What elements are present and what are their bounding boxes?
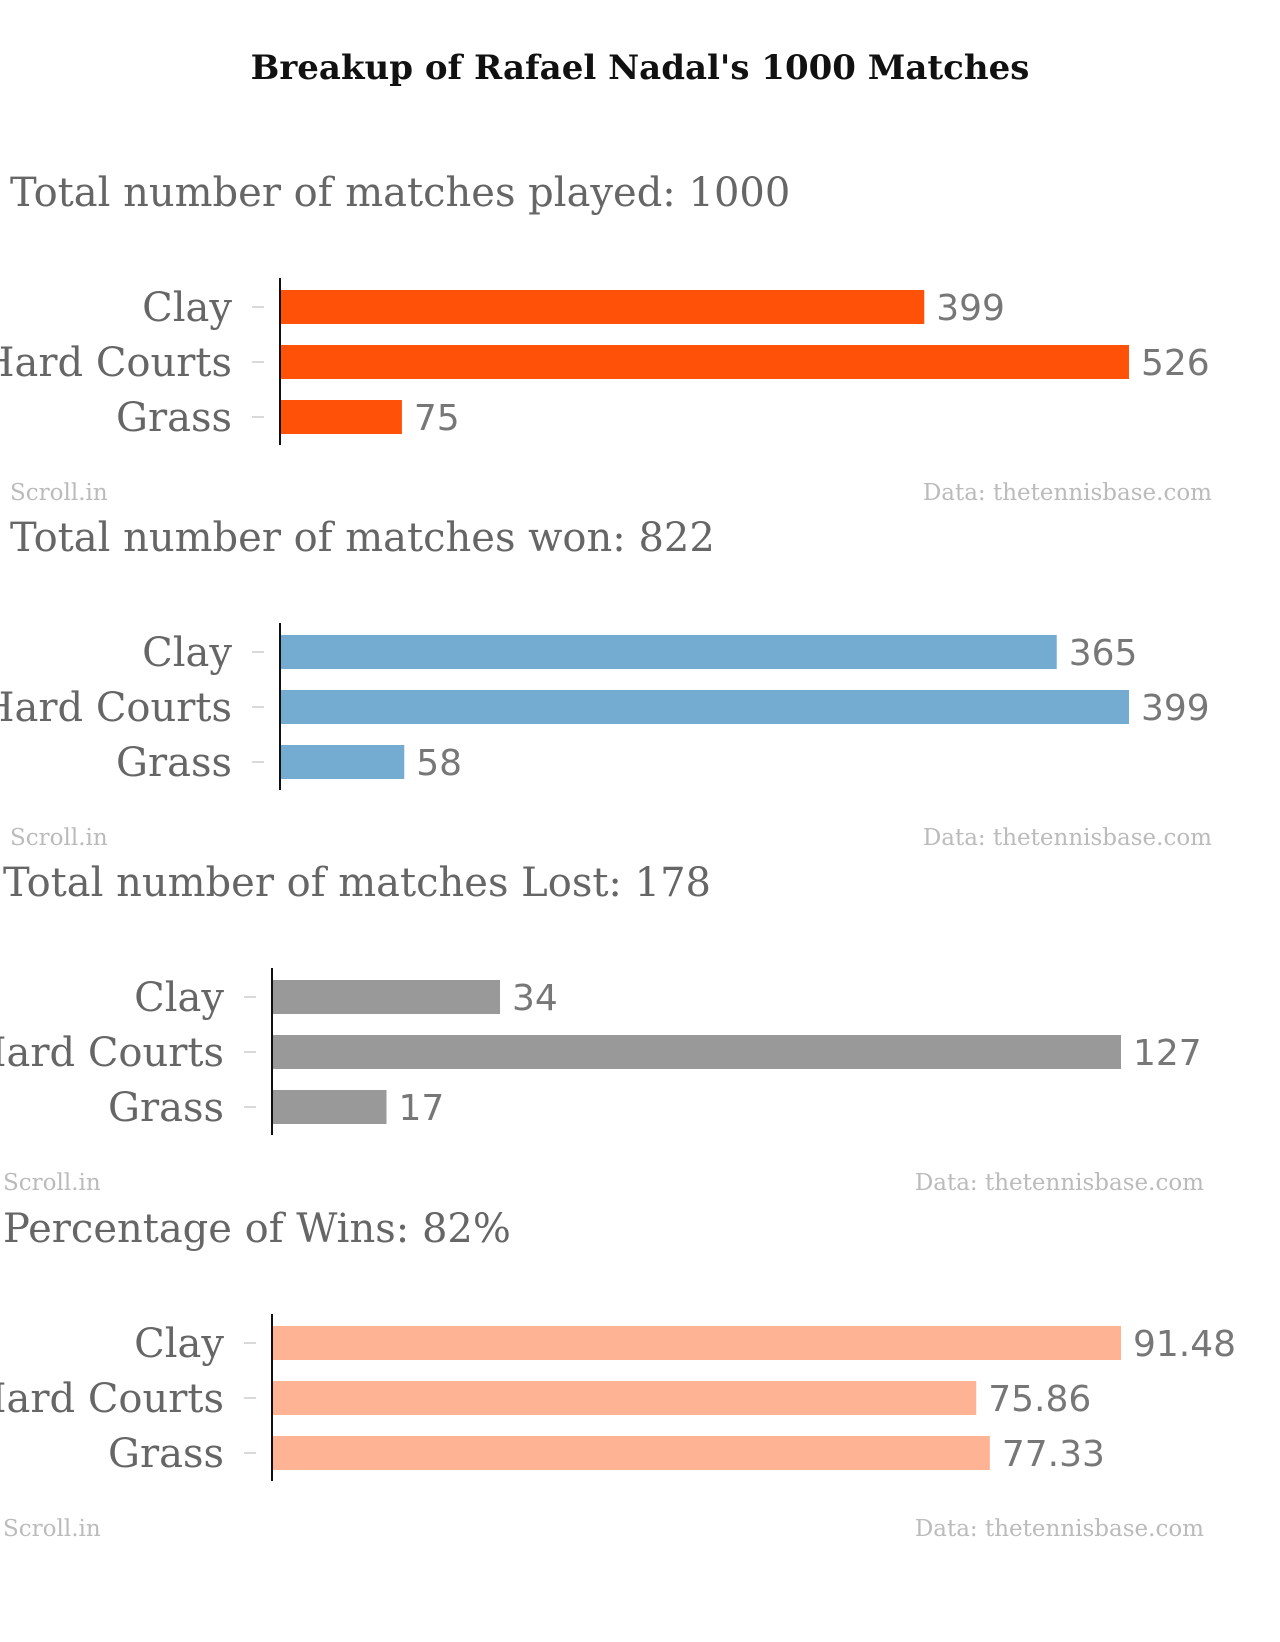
bar-chart-svg: Clay 365 Hard Courts 399 Grass 58 (0, 623, 1210, 790)
source-credit: Scroll.in (10, 825, 108, 851)
bar (273, 980, 501, 1014)
category-label: Grass (108, 1431, 224, 1477)
chart-panel-4: Percentage of Wins: 82% Clay 91.48 Hard Cou… (0, 1206, 1280, 1571)
panel-title: Total number of matches won: 822 (10, 515, 715, 561)
bar (273, 1436, 990, 1470)
category-label: Hard Courts (0, 1030, 224, 1076)
category-label: Grass (116, 740, 232, 786)
bar (281, 290, 925, 324)
bar-chart-svg: Clay 91.48 Hard Courts 75.86 Grass 77.33 (0, 1314, 1236, 1481)
source-credit: Scroll.in (3, 1516, 101, 1542)
bar (273, 1381, 977, 1415)
panel-title: Percentage of Wins: 82% (3, 1206, 511, 1252)
chart-panel-1: Total number of matches played: 1000 Clay… (0, 170, 1280, 535)
data-source: Data: thetennisbase.com (914, 1516, 1204, 1542)
bar (273, 1090, 387, 1124)
value-label: 58 (416, 743, 462, 784)
source-credit: Scroll.in (10, 480, 108, 506)
value-label: 399 (1141, 688, 1210, 729)
panel-title: Total number of matches Lost: 178 (3, 860, 711, 906)
source-credit: Scroll.in (3, 1170, 101, 1196)
chart-panel-3: Total number of matches Lost: 178 Clay 34 H… (0, 860, 1280, 1225)
bar (273, 1035, 1121, 1069)
value-label: 17 (399, 1088, 445, 1129)
value-label: 75.86 (988, 1379, 1091, 1420)
bar (281, 400, 402, 434)
value-label: 34 (512, 978, 558, 1019)
panel-title: Total number of matches played: 1000 (10, 170, 791, 216)
category-label: Grass (116, 395, 232, 441)
category-label: Hard Courts (0, 1376, 224, 1422)
value-label: 127 (1133, 1033, 1202, 1074)
bar-chart-svg: Clay 399 Hard Courts 526 Grass 75 (0, 278, 1210, 445)
bar (281, 745, 405, 779)
category-label: Clay (142, 285, 232, 331)
category-label: Grass (108, 1085, 224, 1131)
data-source: Data: thetennisbase.com (914, 1170, 1204, 1196)
data-source: Data: thetennisbase.com (922, 480, 1212, 506)
value-label: 77.33 (1002, 1434, 1105, 1475)
bar (281, 345, 1129, 379)
category-label: Clay (142, 630, 232, 676)
chart-main-title: Breakup of Rafael Nadal's 1000 Matches (250, 48, 1030, 88)
category-label: Clay (134, 975, 224, 1021)
value-label: 526 (1141, 343, 1210, 384)
value-label: 365 (1069, 633, 1138, 674)
bar (281, 690, 1129, 724)
value-label: 91.48 (1133, 1324, 1236, 1365)
value-label: 399 (936, 288, 1005, 329)
category-label: Hard Courts (0, 685, 232, 731)
data-source: Data: thetennisbase.com (922, 825, 1212, 851)
category-label: Hard Courts (0, 340, 232, 386)
bar (273, 1326, 1121, 1360)
bar (281, 635, 1057, 669)
bar-chart-svg: Clay 34 Hard Courts 127 Grass 17 (0, 968, 1202, 1135)
value-label: 75 (414, 398, 460, 439)
category-label: Clay (134, 1321, 224, 1367)
chart-panel-2: Total number of matches won: 822 Clay 365 H… (0, 515, 1280, 880)
